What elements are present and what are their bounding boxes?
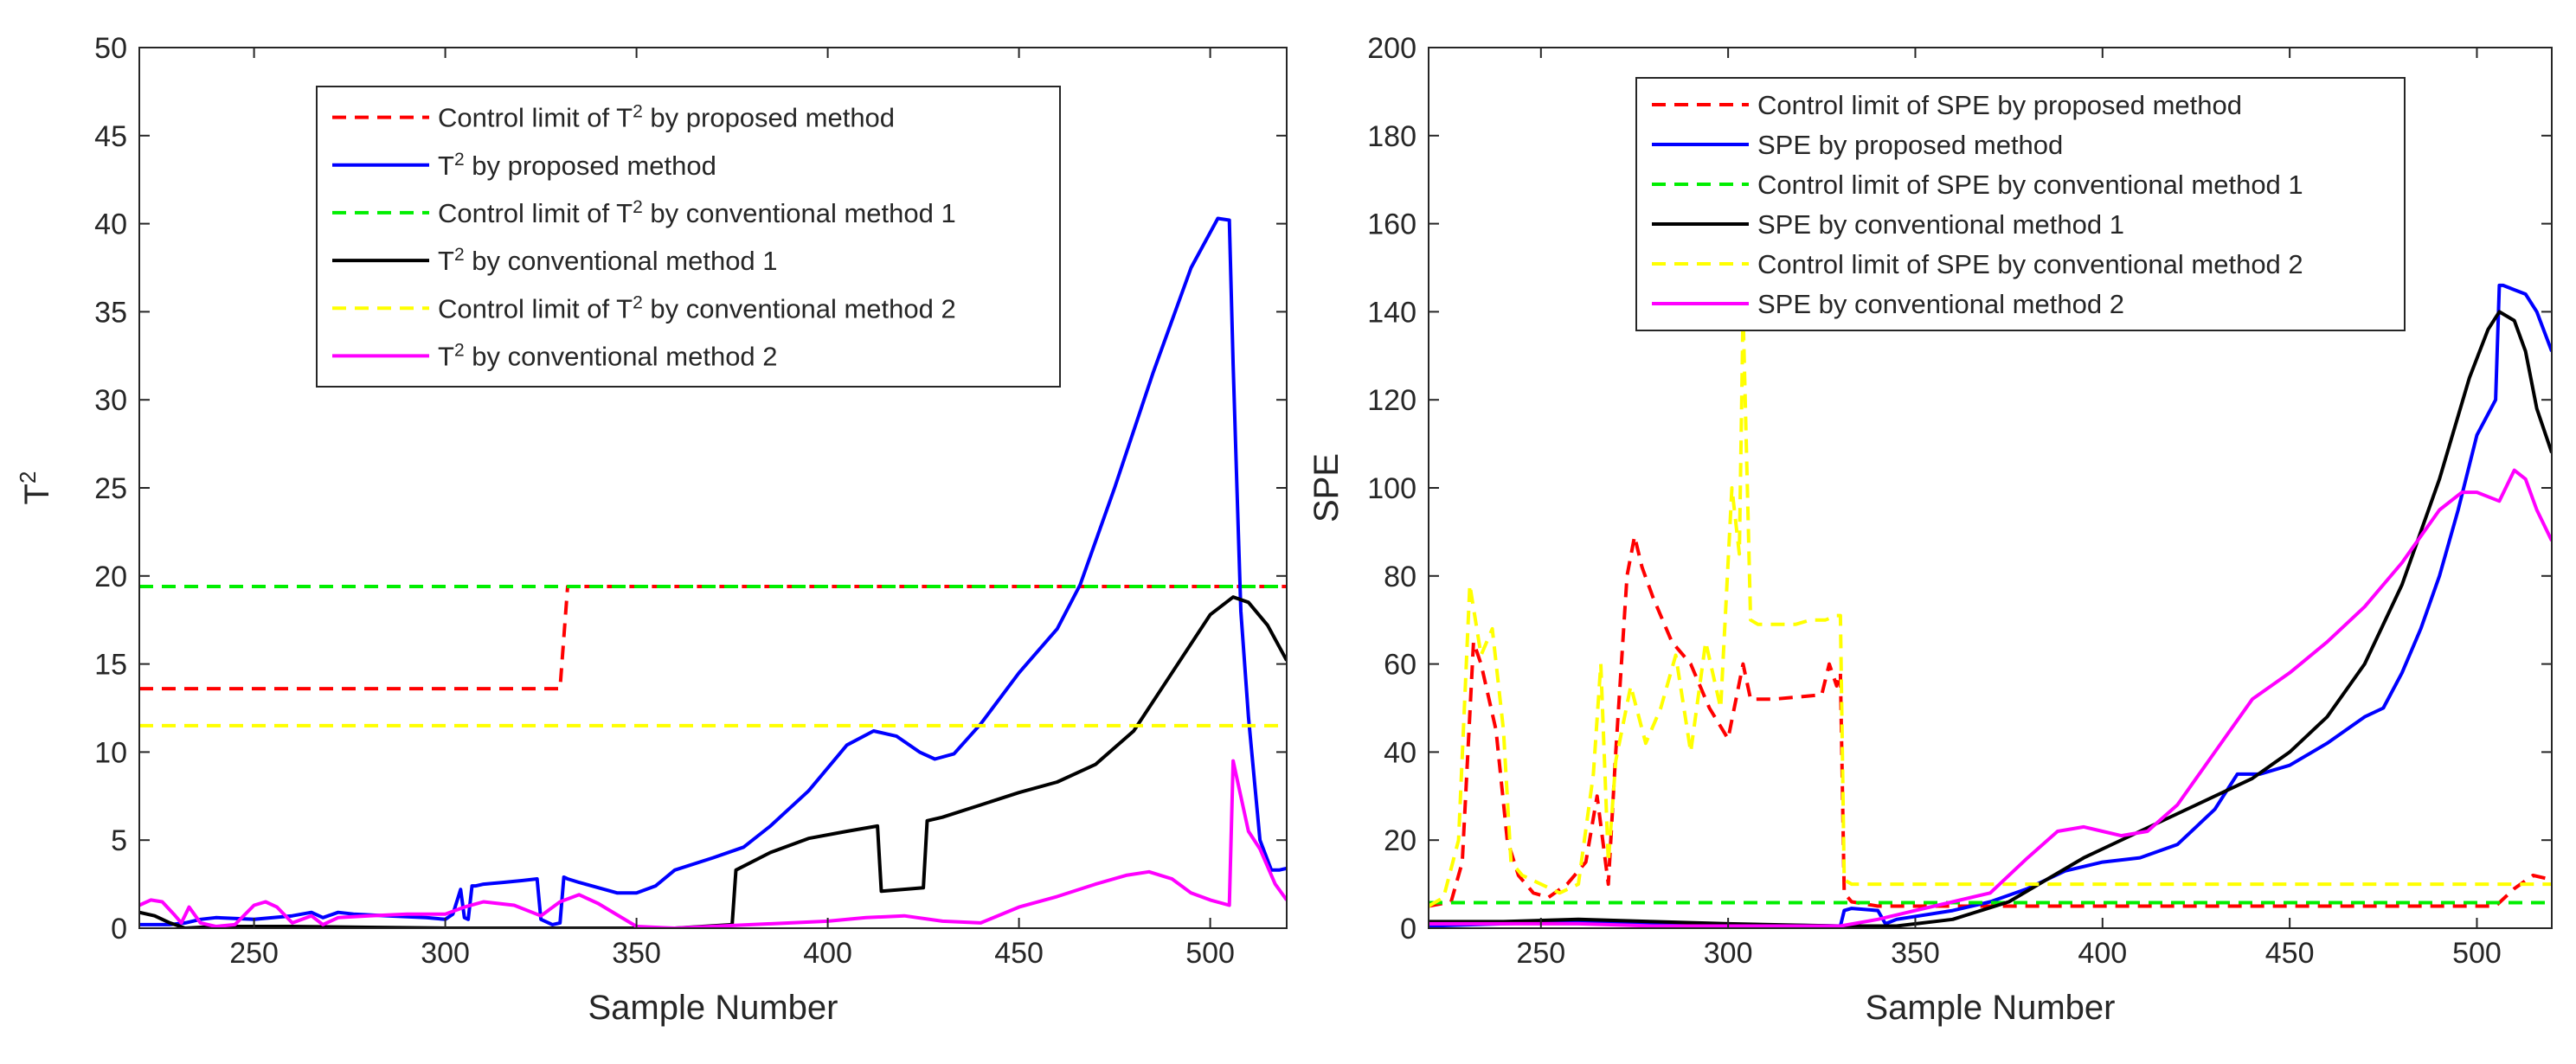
y-tick-label: 45 [94,120,127,153]
y-tick-label: 25 [94,472,127,505]
y-tick-label: 20 [1384,824,1416,857]
legend-label-spe-by-conventional-method-2: SPE by conventional method 2 [1757,289,2124,319]
y-tick-label: 40 [1384,736,1416,769]
legend-label-spe-by-proposed-method: SPE by proposed method [1757,130,2063,160]
x-tick-label: 300 [421,937,470,970]
series-line-t2-by-proposed-method [139,216,1287,926]
legend-label-control-limit-of-t2-by-proposed-method: Control limit of T2 by proposed method [438,101,895,133]
legend-label-control-limit-of-spe-by-conventional-method-2: Control limit of SPE by conventional met… [1757,249,2303,279]
series-line-spe-by-conventional-method-2 [1429,468,2552,928]
y-tick-label: 120 [1367,384,1416,417]
series-line-control-limit-of-spe-by-conventional-method-2 [1429,310,2552,908]
legend-label-spe-by-conventional-method-1: SPE by conventional method 1 [1757,209,2124,240]
series-line-t2-by-conventional-method-2 [139,759,1287,928]
legend-t2: Control limit of T2 by proposed method T2… [316,86,1061,388]
series-group-spe [1429,283,2552,928]
x-tick-label: 500 [1185,937,1235,970]
y-axis-label-spe: SPE [1307,453,1346,522]
y-tick-label: 10 [94,736,127,769]
y-tick-label: 15 [94,649,127,682]
y-tick-label: 100 [1367,472,1416,505]
legend-label-t2-by-conventional-method-1: T2 by conventional method 1 [438,245,778,277]
y-tick-label: 40 [94,208,127,241]
y-tick-label: 0 [1400,913,1416,945]
legend-label-control-limit-of-t2-by-conventional-method-2: Control limit of T2 by conventional meth… [438,292,956,324]
y-tick-label: 140 [1367,296,1416,329]
x-axis-label-spe: Sample Number [1865,989,2115,1027]
series-line-spe-by-conventional-method-1 [1429,310,2552,928]
legend-spe: Control limit of SPE by proposed method S… [1635,77,2406,331]
x-tick-label: 250 [229,937,279,970]
x-tick-label: 250 [1516,937,1565,970]
y-tick-label: 0 [111,913,127,945]
series-line-spe-by-proposed-method [1429,283,2552,928]
series-group-t2 [139,216,1287,928]
y-tick-label: 30 [94,384,127,417]
right-panel-spe-chart: 250 300 350 400 450 500 0 20 40 60 80 100 120 140 160 1… [1307,32,2553,1027]
x-tick-label: 350 [612,937,661,970]
y-axis-label-t2: T2 [15,471,56,505]
x-tick-label: 400 [2078,937,2127,970]
legend-label-control-limit-of-spe-by-conventional-method-1: Control limit of SPE by conventional met… [1757,170,2303,200]
y-tick-label: 160 [1367,208,1416,241]
y-tick-label: 5 [111,824,127,857]
x-axis-label-t2: Sample Number [588,989,838,1027]
x-tick-label: 300 [1704,937,1753,970]
y-tick-label: 80 [1384,561,1416,593]
series-line-control-limit-of-spe-by-proposed-method [1429,535,2552,908]
legend-box [316,86,1061,388]
legend-box [1635,77,2406,331]
y-tick-label: 200 [1367,32,1416,65]
left-panel-t2-chart: 250 300 350 400 450 500 0 5 10 15 20 25 30 35 40 45 50 Sa… [15,32,1288,1027]
x-tick-label: 400 [803,937,852,970]
legend-label-t2-by-conventional-method-2: T2 by conventional method 2 [438,340,778,372]
x-tick-label: 450 [994,937,1044,970]
y-tick-label: 180 [1367,120,1416,153]
y-tick-label: 60 [1384,649,1416,682]
y-tick-label: 35 [94,296,127,329]
legend-label-control-limit-of-t2-by-conventional-method-1: Control limit of T2 by conventional meth… [438,196,956,228]
legend-label-t2-by-proposed-method: T2 by proposed method [438,149,716,181]
x-tick-label: 350 [1891,937,1940,970]
x-tick-label: 450 [2265,937,2315,970]
y-tick-label: 50 [94,32,127,65]
x-tick-label: 500 [2452,937,2502,970]
y-tick-label: 20 [94,561,127,593]
legend-label-control-limit-of-spe-by-proposed-method: Control limit of SPE by proposed method [1757,90,2242,120]
